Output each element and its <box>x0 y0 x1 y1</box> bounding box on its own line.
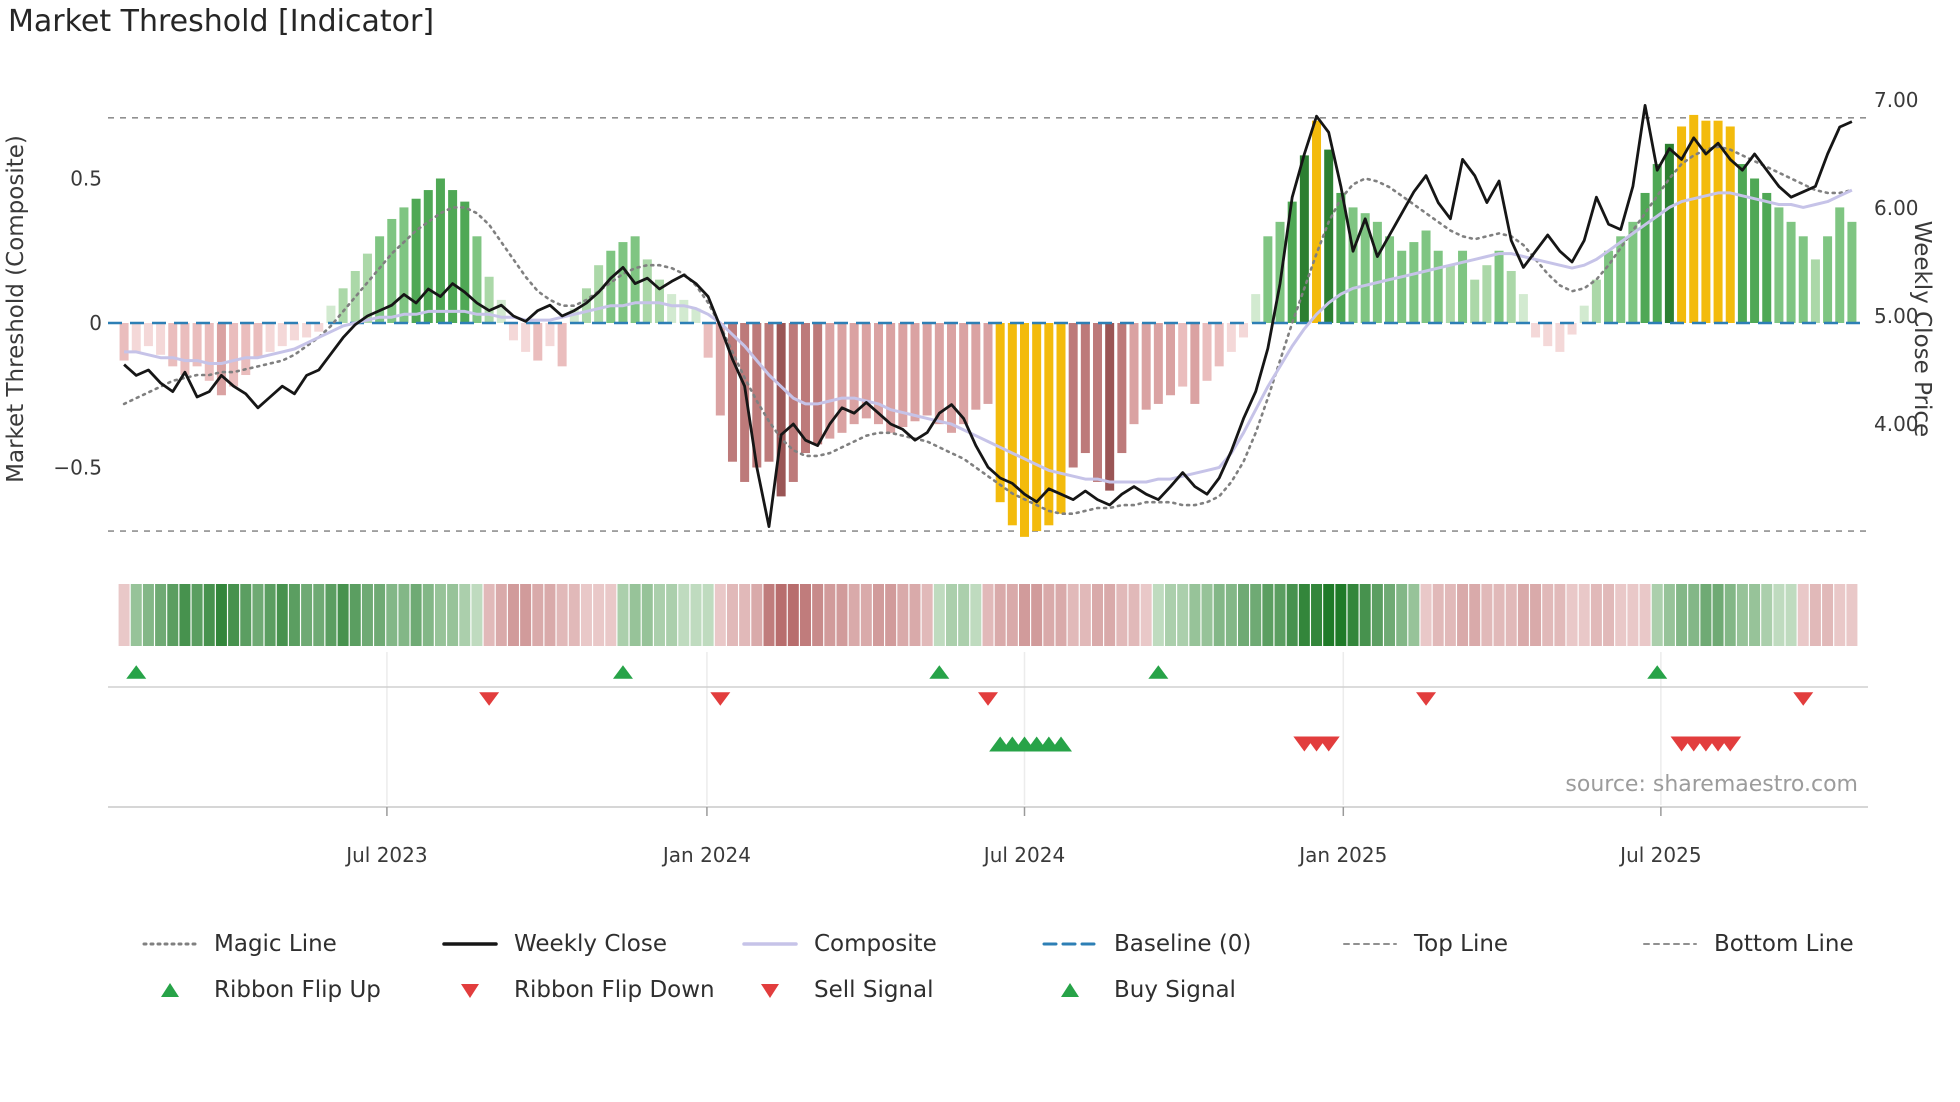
bottom-line-swatch <box>1643 943 1697 945</box>
svg-text:6.00: 6.00 <box>1874 196 1919 220</box>
legend-item-weekly-close: Weekly Close <box>440 924 740 964</box>
legend-label: Buy Signal <box>1114 977 1236 1003</box>
threshold-bars <box>119 114 1857 537</box>
composite-swatch <box>742 942 798 946</box>
legend-label: Bottom Line <box>1714 931 1854 957</box>
svg-text:0.5: 0.5 <box>70 167 102 191</box>
flip-down-triangle-icon <box>461 984 479 998</box>
legend-item-composite: Composite <box>740 924 1040 964</box>
legend-label: Baseline (0) <box>1114 931 1252 957</box>
ribbon-strip <box>118 584 1858 646</box>
legend-label: Magic Line <box>214 931 337 957</box>
legend-item-baseline: Baseline (0) <box>1040 924 1340 964</box>
weekly-close-line <box>123 104 1853 528</box>
legend-label: Weekly Close <box>514 931 667 957</box>
axis-tick-labels: 0.5 0 −0.5 7.00 6.00 5.00 4.00 Jul 2023 Jan 2024… <box>53 88 1918 867</box>
source-credit: source: sharemaestro.com <box>1565 772 1858 797</box>
svg-text:Jan 2024: Jan 2024 <box>661 843 751 867</box>
magic-line <box>122 145 1854 516</box>
baseline-swatch <box>1042 942 1098 946</box>
flip-up-triangle-icon <box>161 983 179 997</box>
magic-line-swatch <box>142 942 198 946</box>
buy-signal-triangle-icon <box>1061 983 1079 997</box>
legend-item-sell-signal: Sell Signal <box>740 970 1040 1010</box>
chart-title: Market Threshold [Indicator] <box>8 4 435 39</box>
svg-text:−0.5: −0.5 <box>53 456 102 480</box>
signal-band-gridlines <box>386 652 1662 805</box>
weekly-close-swatch <box>442 942 498 946</box>
legend: Magic Line Weekly Close Composite Baseli… <box>140 924 1940 1010</box>
svg-text:4.00: 4.00 <box>1874 412 1919 436</box>
legend-label: Sell Signal <box>814 977 934 1003</box>
legend-label: Composite <box>814 931 937 957</box>
svg-text:Jan 2025: Jan 2025 <box>1297 843 1387 867</box>
svg-text:5.00: 5.00 <box>1874 304 1919 328</box>
legend-label: Ribbon Flip Down <box>514 977 715 1003</box>
legend-item-ribbon-flip-up: Ribbon Flip Up <box>140 970 440 1010</box>
svg-text:Jul 2023: Jul 2023 <box>344 843 427 867</box>
legend-label: Ribbon Flip Up <box>214 977 381 1003</box>
svg-text:0: 0 <box>89 311 102 335</box>
top-line-swatch <box>1343 943 1397 945</box>
svg-text:7.00: 7.00 <box>1874 88 1919 112</box>
svg-text:Jul 2024: Jul 2024 <box>982 843 1065 867</box>
svg-text:Jul 2025: Jul 2025 <box>1618 843 1701 867</box>
legend-item-bottom-line: Bottom Line <box>1640 924 1940 964</box>
composite-line <box>124 188 1853 484</box>
legend-item-buy-signal: Buy Signal <box>1040 970 1340 1010</box>
legend-item-top-line: Top Line <box>1340 924 1640 964</box>
legend-item-magic-line: Magic Line <box>140 924 440 964</box>
legend-item-ribbon-flip-down: Ribbon Flip Down <box>440 970 740 1010</box>
legend-label: Top Line <box>1414 931 1509 957</box>
sell-signal-triangle-icon <box>761 984 779 998</box>
signal-markers <box>126 665 1814 752</box>
